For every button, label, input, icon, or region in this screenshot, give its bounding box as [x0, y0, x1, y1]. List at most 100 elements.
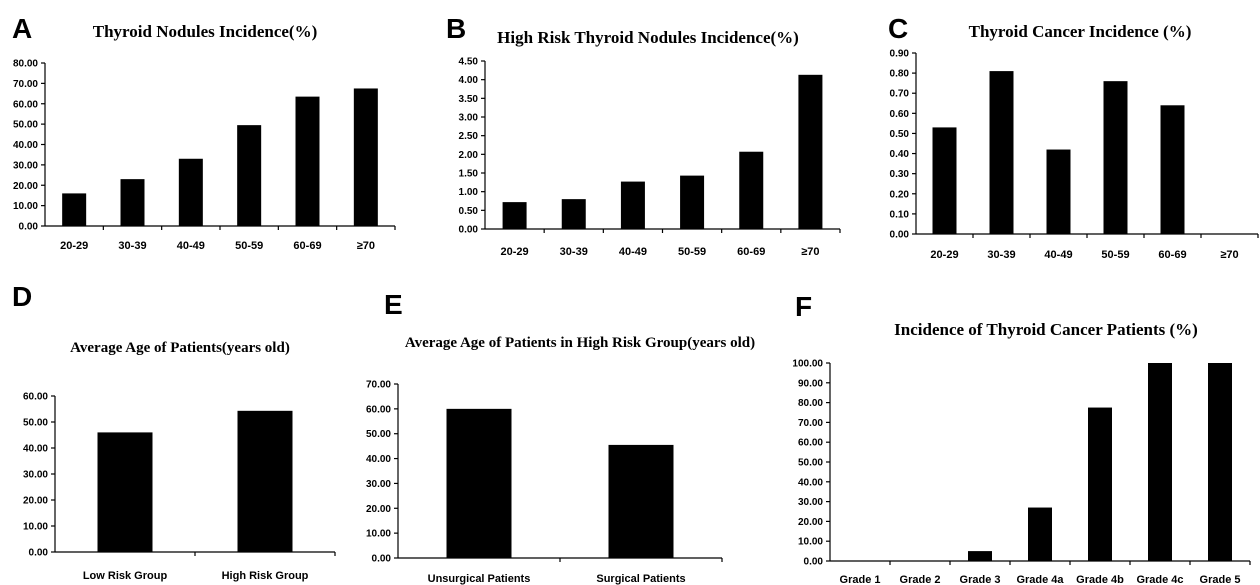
y-tick-label: 100.00: [792, 359, 823, 370]
chart-title: High Risk Thyroid Nodules Incidence(%): [497, 28, 799, 47]
bar: [620, 181, 645, 229]
y-tick-label: 10.00: [13, 201, 38, 212]
bar: [680, 175, 705, 229]
panel-letter: C: [888, 13, 908, 44]
category-label: 40-49: [619, 246, 647, 258]
bar: [798, 74, 823, 230]
y-tick-label: 50.00: [13, 120, 38, 131]
y-tick-label: 40.00: [13, 140, 38, 151]
bar: [62, 193, 87, 226]
chart-title: Thyroid Nodules Incidence(%): [93, 22, 318, 41]
category-label: 20-29: [60, 240, 88, 252]
bar: [1208, 363, 1232, 561]
bar: [1148, 363, 1172, 561]
y-tick-label: 60.00: [13, 99, 38, 110]
y-tick-label: 0.00: [29, 548, 49, 559]
y-tick-label: 20.00: [798, 517, 823, 528]
y-tick-label: 0.00: [804, 557, 824, 568]
y-tick-label: 2.50: [459, 131, 479, 142]
bar: [1103, 81, 1128, 235]
y-tick-label: 4.50: [459, 57, 479, 68]
category-label: Grade 1: [840, 574, 881, 585]
chart-title: Thyroid Cancer Incidence (%): [969, 22, 1192, 41]
category-label: ≥70: [1220, 249, 1238, 261]
bar: [608, 444, 674, 558]
y-tick-label: 4.00: [459, 75, 479, 86]
y-tick-label: 0.00: [19, 222, 39, 233]
y-tick-label: 10.00: [23, 522, 48, 533]
bar: [1046, 149, 1071, 234]
y-tick-label: 80.00: [798, 398, 823, 409]
y-tick-label: 50.00: [798, 458, 823, 469]
bar: [989, 71, 1014, 234]
bar: [1160, 105, 1185, 235]
bar: [120, 179, 145, 226]
y-tick-label: 60.00: [366, 404, 391, 415]
y-tick-label: 3.50: [459, 94, 479, 105]
category-label: Surgical Patients: [596, 573, 685, 585]
bar: [237, 410, 293, 552]
y-tick-label: 0.90: [890, 49, 910, 60]
category-label: 40-49: [177, 240, 205, 252]
category-label: 30-39: [560, 246, 588, 258]
bar: [353, 88, 378, 226]
y-tick-label: 0.70: [890, 89, 910, 100]
y-tick-label: 0.40: [890, 149, 910, 160]
chart-panel-c: C Thyroid Cancer Incidence (%) 0.00 0.10 0.2…: [888, 13, 1259, 261]
y-tick-label: 40.00: [23, 444, 48, 455]
category-label: 50-59: [1101, 249, 1129, 261]
y-tick-label: 90.00: [798, 378, 823, 389]
category-label: Grade 4a: [1016, 574, 1064, 585]
panel-letter: F: [795, 291, 812, 322]
category-label: Grade 5: [1200, 574, 1241, 585]
category-label: ≥70: [357, 240, 375, 252]
y-tick-label: 0.30: [890, 169, 910, 180]
y-tick-label: 20.00: [366, 504, 391, 515]
y-tick-label: 50.00: [366, 429, 391, 440]
category-label: Grade 4c: [1136, 574, 1183, 585]
bar: [561, 199, 586, 229]
category-label: Grade 2: [900, 574, 941, 585]
y-tick-label: 0.00: [372, 554, 392, 565]
chart-title: Average Age of Patients(years old): [70, 340, 290, 356]
bar: [739, 151, 764, 229]
bar: [968, 551, 992, 561]
category-label: 30-39: [987, 249, 1015, 261]
y-tick-label: 70.00: [13, 79, 38, 90]
category-label: 60-69: [1158, 249, 1186, 261]
bar: [502, 202, 527, 229]
category-label: 50-59: [678, 246, 706, 258]
category-label: 20-29: [930, 249, 958, 261]
y-tick-label: 10.00: [798, 537, 823, 548]
bar: [97, 432, 153, 552]
y-tick-label: 20.00: [23, 496, 48, 507]
panel-letter: D: [12, 281, 32, 312]
bar: [237, 125, 262, 226]
chart-title: Incidence of Thyroid Cancer Patients (%): [894, 320, 1198, 339]
category-label: Low Risk Group: [83, 570, 168, 582]
chart-panel-a: A Thyroid Nodules Incidence(%) 0.00 10.00 20…: [12, 13, 396, 252]
category-label: 40-49: [1044, 249, 1072, 261]
y-tick-label: 0.20: [890, 189, 910, 200]
y-tick-label: 1.50: [459, 169, 479, 180]
category-label: Unsurgical Patients: [428, 573, 531, 585]
y-tick-label: 0.50: [890, 129, 910, 140]
y-tick-label: 20.00: [13, 181, 38, 192]
chart-panel-b: B High Risk Thyroid Nodules Incidence(%) 0…: [446, 13, 841, 258]
chart-title: Average Age of Patients in High Risk Gro…: [405, 335, 755, 351]
y-tick-label: 2.00: [459, 150, 479, 161]
category-label: 30-39: [118, 240, 146, 252]
bar: [932, 127, 957, 234]
bar: [178, 158, 203, 226]
y-tick-label: 70.00: [366, 380, 391, 391]
category-label: 60-69: [737, 246, 765, 258]
y-tick-label: 50.00: [23, 418, 48, 429]
y-tick-label: 30.00: [798, 497, 823, 508]
y-tick-label: 0.80: [890, 69, 910, 80]
category-label: High Risk Group: [222, 570, 309, 582]
chart-panel-d: D Average Age of Patients(years old) 0.00 1…: [12, 281, 336, 582]
panel-letter: B: [446, 13, 466, 44]
y-tick-label: 80.00: [13, 59, 38, 70]
